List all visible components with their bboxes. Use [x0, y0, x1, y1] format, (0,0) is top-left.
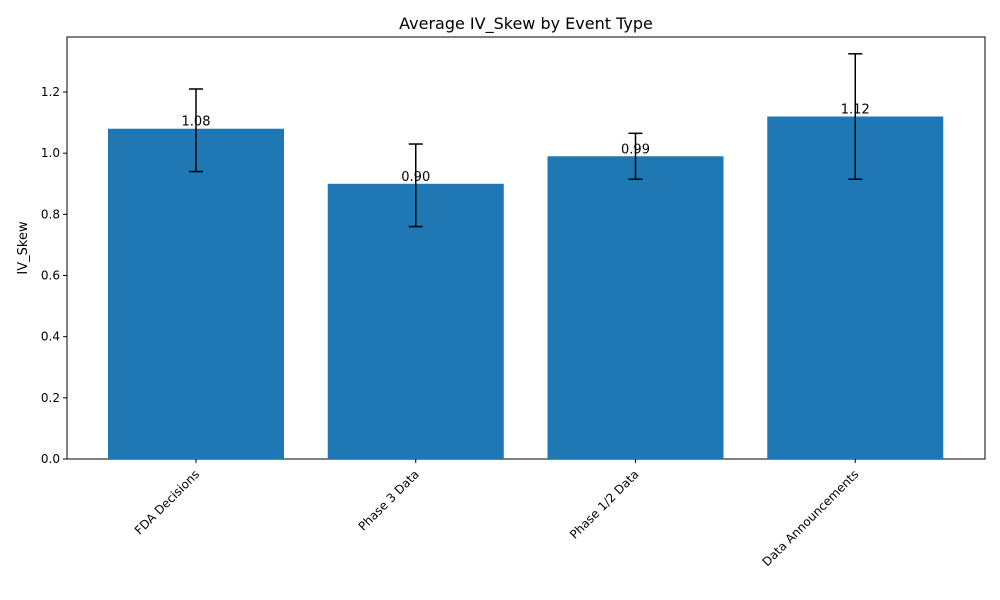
- bar: [108, 128, 284, 459]
- y-axis-label: IV_Skew: [16, 221, 31, 275]
- bar-value-label: 0.90: [401, 170, 430, 185]
- bar-value-label: 1.12: [841, 103, 870, 118]
- y-tick-label: 0.0: [41, 452, 60, 466]
- y-tick-label: 0.4: [41, 330, 60, 344]
- y-tick-label: 0.2: [41, 391, 60, 405]
- y-tick-label: 0.8: [41, 207, 60, 221]
- y-tick-label: 1.0: [41, 146, 60, 160]
- y-tick-label: 0.6: [41, 269, 60, 283]
- bar-value-label: 0.99: [621, 142, 650, 157]
- bar: [327, 183, 504, 460]
- bar-value-label: 1.08: [182, 115, 211, 130]
- chart-title: Average IV_Skew by Event Type: [399, 14, 653, 34]
- bar: [547, 156, 724, 459]
- plot-frame: [66, 36, 986, 460]
- y-tick-label: 1.2: [41, 85, 60, 99]
